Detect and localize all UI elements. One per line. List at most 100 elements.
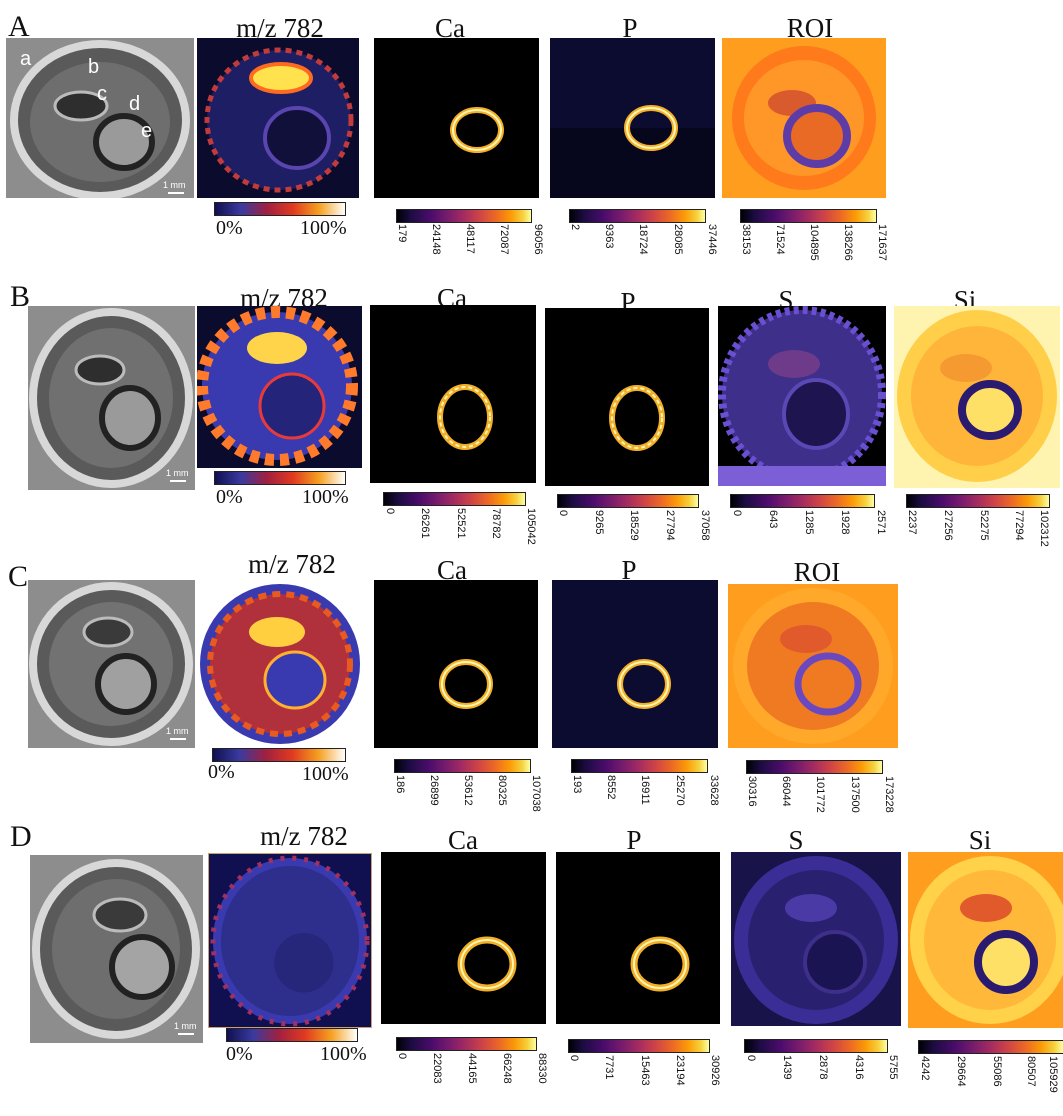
- tick: 105929: [1047, 1056, 1059, 1093]
- tick: 2571: [875, 510, 887, 535]
- tick: 44165: [466, 1053, 478, 1084]
- si-image-b: [894, 306, 1060, 488]
- tick: 71524: [774, 224, 786, 255]
- tick: 107038: [530, 775, 542, 812]
- colorbar-si-b: [906, 494, 1050, 508]
- colorbar-ca-c: [394, 759, 531, 773]
- tick: 22083: [431, 1053, 443, 1084]
- colorbar-ms-d: [226, 1028, 358, 1042]
- tick: 0: [384, 508, 396, 515]
- title-roi-c: ROI: [793, 557, 841, 587]
- tick: 26261: [419, 508, 431, 539]
- optical-image-a: a b c d e 1 mm: [6, 38, 194, 198]
- colorbar-p-d: [568, 1039, 710, 1053]
- colorbar-ca-b: [383, 492, 526, 506]
- si-image-d: [908, 852, 1063, 1028]
- tick: 102312: [1038, 510, 1050, 547]
- tick: 38153: [740, 224, 752, 255]
- tick: 137500: [849, 776, 861, 813]
- tick: 55086: [991, 1056, 1003, 1087]
- tick: 80507: [1025, 1056, 1037, 1087]
- colorbar-ms-b: [214, 471, 346, 485]
- tick: 0: [731, 510, 743, 517]
- tick: 37058: [699, 510, 711, 541]
- colorbar-ca-d: [396, 1037, 537, 1051]
- title-p-c: P: [621, 555, 637, 585]
- tick: 8552: [605, 775, 617, 800]
- tick: 173228: [883, 776, 895, 813]
- scale-bar: [170, 480, 186, 482]
- title-s-d: S: [788, 825, 804, 855]
- p-image-d: [556, 852, 720, 1024]
- tick: 29664: [955, 1056, 967, 1087]
- colorbar-s-b: [730, 494, 875, 508]
- colorbar-ms-a: [214, 202, 346, 216]
- tick: 15463: [639, 1055, 651, 1086]
- sublabel-d: d: [129, 93, 141, 115]
- tick: 179: [396, 224, 408, 243]
- ca-image-b: [370, 305, 536, 483]
- colorbar-ms-c: [212, 748, 346, 762]
- colorbar-max-a: 100%: [300, 217, 347, 239]
- tick: 66248: [501, 1053, 513, 1084]
- tick: 186: [394, 775, 406, 794]
- tick: 33628: [708, 775, 720, 806]
- tick: 2: [569, 224, 581, 231]
- colorbar-max-d: 100%: [320, 1043, 367, 1065]
- colorbar-s-d: [744, 1039, 888, 1053]
- roi-image-c: [728, 584, 898, 748]
- roi-image-a: [722, 38, 886, 198]
- tick: 2237: [906, 510, 918, 535]
- colorbar-max-b: 100%: [302, 486, 349, 508]
- colorbar-p-b: [557, 494, 699, 508]
- p-image-b: [545, 308, 709, 486]
- colorbar-roi-a: [740, 209, 877, 223]
- tick: 52275: [978, 510, 990, 541]
- tick: 643: [767, 510, 779, 529]
- tick: 105042: [525, 508, 537, 545]
- p-image-a: [550, 38, 715, 198]
- colorbar-max-c: 100%: [302, 763, 349, 785]
- tick: 138266: [842, 224, 854, 261]
- tick: 9265: [593, 510, 605, 535]
- ms-image-d: [208, 853, 372, 1028]
- sublabel-b: b: [88, 56, 100, 78]
- tick: 104895: [808, 224, 820, 261]
- optical-image-b: 1 mm: [28, 306, 195, 490]
- tick: 0: [568, 1055, 580, 1062]
- s-image-d: [731, 852, 901, 1026]
- colorbar-min-b: 0%: [216, 486, 243, 508]
- scale-bar-label: 1 mm: [174, 1021, 197, 1031]
- sublabel-c: c: [97, 83, 107, 105]
- tick: 48117: [464, 224, 476, 254]
- tick: 28085: [672, 224, 684, 255]
- scale-bar-label: 1 mm: [163, 180, 186, 190]
- tick: 53612: [462, 775, 474, 806]
- scale-bar: [168, 192, 184, 194]
- title-p-d: P: [626, 825, 642, 855]
- tick: 0: [557, 510, 569, 517]
- tick: 18724: [637, 224, 649, 255]
- tick: 1285: [803, 510, 815, 535]
- tick: 171637: [876, 224, 888, 261]
- ca-image-a: [374, 38, 539, 198]
- tick: 72087: [498, 224, 510, 255]
- ms-image-a: [197, 38, 359, 198]
- colorbar-p-a: [569, 209, 706, 223]
- title-roi-a: ROI: [786, 13, 834, 43]
- tick: 193: [571, 775, 583, 794]
- colorbar-min-c: 0%: [208, 761, 235, 783]
- tick: 1928: [839, 510, 851, 535]
- ca-image-d: [381, 852, 546, 1024]
- ms-image-c: [197, 580, 363, 747]
- tick: 52521: [455, 508, 467, 539]
- title-ca-d: Ca: [448, 825, 478, 855]
- tick: 27256: [942, 510, 954, 541]
- scale-bar: [178, 1033, 194, 1035]
- colorbar-min-d: 0%: [226, 1043, 253, 1065]
- row-label-c: C: [8, 560, 29, 593]
- scale-bar: [170, 738, 186, 740]
- tick: 0: [396, 1053, 408, 1060]
- tick: 30316: [746, 776, 758, 807]
- tick: 30926: [709, 1055, 721, 1086]
